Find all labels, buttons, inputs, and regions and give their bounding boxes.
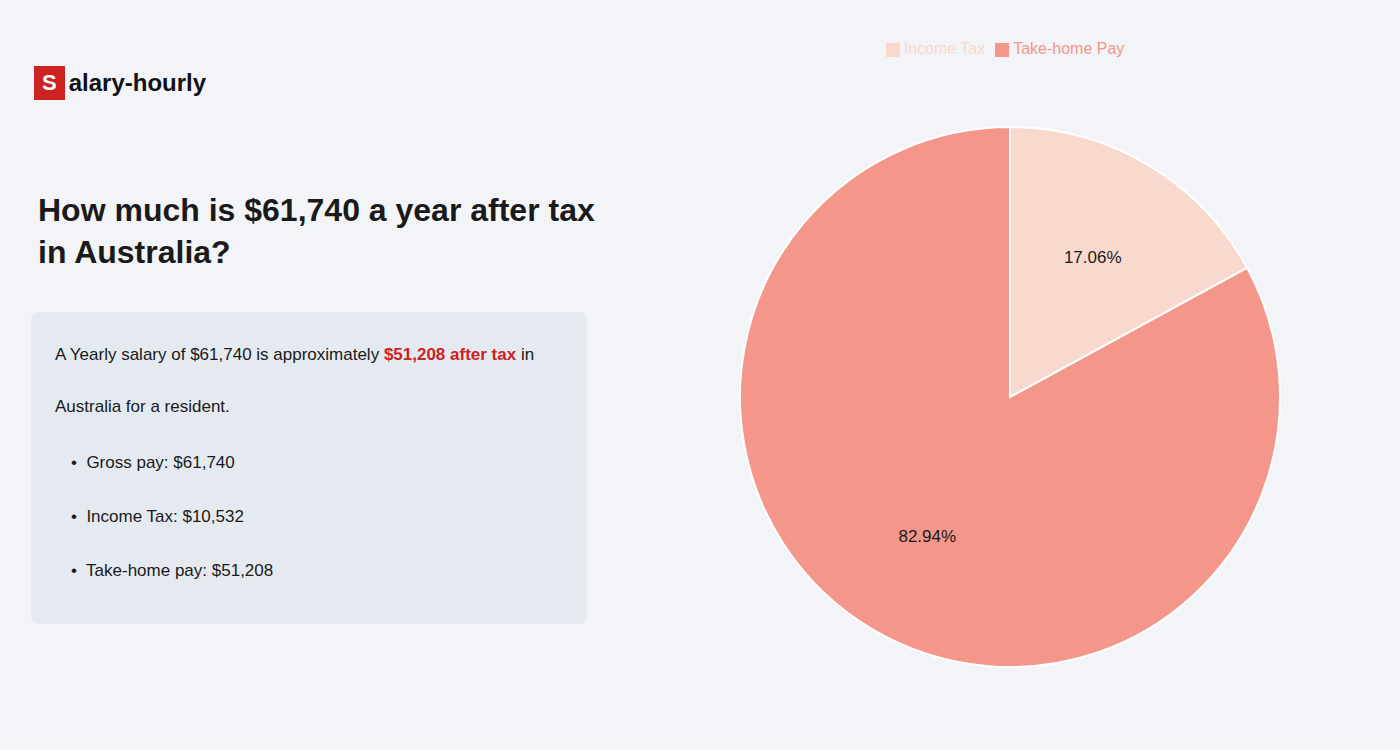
html-text:• Take-home pay: $51,208: • Take-home pay: $51,208 — [71, 561, 274, 580]
html-text:Australia for a resident.: Australia for a resident. — [55, 397, 230, 416]
html-text:Income Tax: Income Tax — [903, 40, 986, 57]
html-text:Take-home Pay: Take-home Pay — [1013, 40, 1125, 57]
html-text:• Income Tax: $10,532: • Income Tax: $10,532 — [71, 507, 244, 526]
html-text:alary-hourly: alary-hourly — [68, 69, 207, 96]
html-text:How much is $61,740 a year aft: How much is $61,740 a year after tax in … — [38, 192, 595, 270]
html-text:S: S — [42, 70, 57, 95]
svg-text:17.06%: 17.06% — [1064, 248, 1122, 267]
html-text:A Yearly salary of $61,740 is: A Yearly salary of $61,740 is approximat… — [55, 345, 535, 364]
svg-text:82.94%: 82.94% — [898, 527, 956, 546]
html-text:• Gross pay: $61,740: • Gross pay: $61,740 — [71, 453, 235, 472]
